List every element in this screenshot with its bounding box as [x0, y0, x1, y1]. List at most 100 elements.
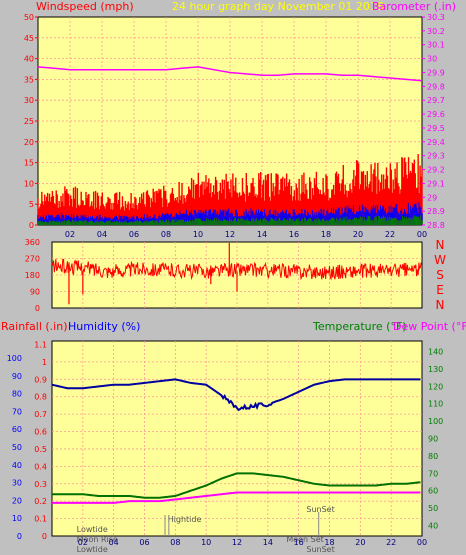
wind-direction-tick-labels: 0 90 180 270 360	[25, 238, 40, 313]
windspeed-tick: 15	[24, 159, 34, 168]
windspeed-tick: 50	[24, 13, 34, 22]
barometer-tick: 29	[427, 193, 437, 202]
barometer-tick: 29.8	[427, 82, 445, 91]
humidity-temperature-x-tick-labels: 02 04 06 08 10 12 14 16 18 20 22 00	[78, 538, 427, 547]
compass-letter: W	[434, 253, 446, 267]
windspeed-tick: 35	[24, 75, 34, 84]
rainfall-tick: 0.3	[34, 480, 47, 489]
barometer-tick: 29.1	[427, 179, 445, 188]
humidity-tick: 60	[12, 425, 22, 434]
x-tick: 06	[129, 230, 139, 239]
event-annotation: Lowtide	[77, 545, 108, 554]
x-tick: 18	[321, 230, 331, 239]
x-tick: 08	[170, 538, 180, 547]
x-tick: 18	[324, 538, 334, 547]
barometer-tick: 29.6	[427, 110, 445, 119]
rainfall-tick: 1.1	[34, 340, 47, 349]
x-tick: 10	[193, 230, 203, 239]
humidity-tick: 20	[12, 496, 22, 505]
x-tick: 22	[385, 230, 395, 239]
barometer-line	[37, 66, 423, 82]
x-tick: 16	[294, 538, 304, 547]
x-tick: 16	[289, 230, 299, 239]
x-tick: 00	[417, 230, 427, 239]
temperature-tick: 80	[428, 452, 438, 461]
compass-letter: N	[436, 238, 445, 252]
windspeed-tick: 10	[24, 179, 34, 188]
wind-direction-tick: 270	[25, 255, 40, 264]
barometer-axis-title: Barometer (.in)	[372, 0, 456, 13]
temperature-tick: 90	[428, 435, 438, 444]
humidity-tick-labels: 0 10 20 30 40 50 60 70 80 90 100	[7, 354, 22, 541]
barometer-tick: 30	[427, 55, 437, 64]
x-tick: 08	[161, 230, 171, 239]
dewpoint-line	[52, 491, 421, 504]
rainfall-tick: 0.1	[34, 515, 47, 524]
barometer-tick: 28.9	[427, 207, 445, 216]
temperature-axis-title: Temperature (°F)	[312, 320, 407, 333]
humidity-line	[51, 378, 421, 412]
humidity-tick: 10	[12, 514, 22, 523]
event-annotation: SunSet	[306, 505, 334, 514]
barometer-tick: 30.3	[427, 13, 445, 22]
windspeed-tick-labels: 0 5 10 15 20 25 30 35 40 45 50	[24, 13, 38, 230]
windspeed-tick: 0	[29, 221, 34, 230]
event-annotation: Lowtide	[77, 525, 108, 534]
x-tick: 02	[65, 230, 75, 239]
humidity-tick: 80	[12, 390, 22, 399]
temperature-line	[52, 472, 421, 499]
rainfall-tick: 0.9	[34, 375, 47, 384]
rainfall-tick: 0.5	[34, 445, 47, 454]
barometer-tick: 29.3	[427, 152, 445, 161]
temperature-tick: 40	[428, 522, 438, 531]
windspeed-tick: 45	[24, 34, 34, 43]
wind-direction-tick: 360	[25, 238, 40, 247]
wind-barometer-x-tick-labels: 02 04 06 08 10 12 14 16 18 20 22 00	[65, 230, 427, 239]
barometer-tick: 28.8	[427, 221, 445, 230]
x-tick: 10	[201, 538, 211, 547]
temperature-tick: 100	[428, 417, 443, 426]
rainfall-axis-title: Rainfall (.in)	[1, 320, 68, 333]
barometer-tick: 29.9	[427, 68, 445, 77]
barometer-tick: 29.7	[427, 96, 445, 105]
rainfall-tick: 0.2	[34, 497, 47, 506]
barometer-tick: 29.2	[427, 166, 445, 175]
x-tick: 02	[78, 538, 88, 547]
dewpoint-axis-title: Dew Point (°F)	[393, 320, 466, 333]
humidity-tick: 90	[12, 372, 22, 381]
chart-date-title: 24 hour graph day November 01 2018	[172, 0, 384, 13]
x-tick: 20	[353, 230, 363, 239]
wind-direction-spikes	[68, 242, 238, 305]
temperature-tick: 120	[428, 382, 443, 391]
event-annotation: Moon Rise	[77, 535, 118, 544]
temperature-tick: 70	[428, 469, 438, 478]
humidity-tick: 70	[12, 407, 22, 416]
windspeed-tick: 30	[24, 96, 34, 105]
x-tick: 14	[257, 230, 267, 239]
x-tick: 00	[417, 538, 427, 547]
temperature-tick: 110	[428, 400, 443, 409]
wind-direction-tick: 0	[35, 304, 40, 313]
wind-direction-tick: 180	[25, 271, 40, 280]
barometer-tick: 29.5	[427, 124, 445, 133]
event-annotation: Hightide	[168, 515, 202, 524]
temperature-tick: 130	[428, 365, 443, 374]
humidity-tick: 40	[12, 461, 22, 470]
x-tick: 12	[232, 538, 242, 547]
temperature-tick-labels: 40 50 60 70 80 90 100 110 120 130 140	[428, 347, 443, 530]
rainfall-tick: 0	[42, 532, 47, 541]
barometer-tick-labels: 28.8 28.9 29 29.1 29.2 29.3 29.4 29.5 29.6 29.7 29…	[422, 13, 445, 230]
humidity-tick: 100	[7, 354, 22, 363]
rainfall-tick: 0.6	[34, 428, 47, 437]
windspeed-tick: 20	[24, 138, 34, 147]
temperature-tick: 60	[428, 487, 438, 496]
windspeed-axis-title: Windspeed (mph)	[36, 0, 134, 13]
x-tick: 06	[139, 538, 149, 547]
humidity-tick: 30	[12, 479, 22, 488]
rainfall-tick: 0.7	[34, 410, 47, 419]
event-annotation: SunSet	[306, 545, 334, 554]
wind-direction-tick: 90	[30, 288, 40, 297]
event-annotation: Moon Set	[286, 535, 323, 544]
x-tick: 22	[386, 538, 396, 547]
